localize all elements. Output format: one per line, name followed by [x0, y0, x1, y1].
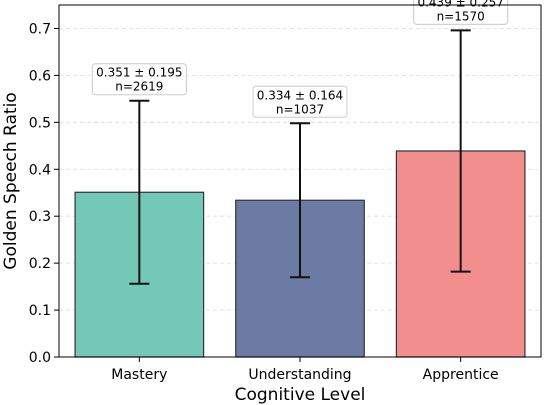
- annotation-box: [252, 85, 348, 118]
- plot-frame: [58, 4, 542, 358]
- y-tick-label: 0.4: [29, 162, 51, 178]
- y-tick-label: 0.7: [29, 21, 51, 37]
- y-tick-label: 0.2: [29, 256, 51, 272]
- annotation-count: n=1037: [276, 102, 324, 116]
- y-tick-label: 0.1: [29, 303, 51, 319]
- y-axis-label: Golden Speech Ratio: [1, 92, 21, 269]
- annotation-box: [413, 0, 509, 25]
- annotation-mean-std: 0.351 ± 0.195: [96, 66, 182, 80]
- axes: 0.0 0.1 0.2 0.3 0.4 0.5 0.6 0.7 Mastery Understan…: [29, 4, 542, 383]
- annotation-count: n=2619: [115, 80, 163, 94]
- x-tick-label: Mastery: [111, 367, 167, 383]
- x-axis-label: Cognitive Level: [235, 385, 366, 405]
- y-tick-label: 0.3: [29, 209, 51, 225]
- annotation-count: n=1570: [437, 9, 485, 23]
- x-tick-label: Understanding: [248, 367, 351, 383]
- y-tick-label: 0.0: [29, 350, 51, 366]
- annotation-box: [91, 63, 187, 96]
- y-tick-label: 0.5: [29, 115, 51, 131]
- y-tick-label: 0.6: [29, 68, 51, 84]
- x-tick-label: Apprentice: [423, 367, 499, 383]
- error-bars: [129, 29, 471, 285]
- annotation-mean-std: 0.334 ± 0.164: [257, 88, 343, 102]
